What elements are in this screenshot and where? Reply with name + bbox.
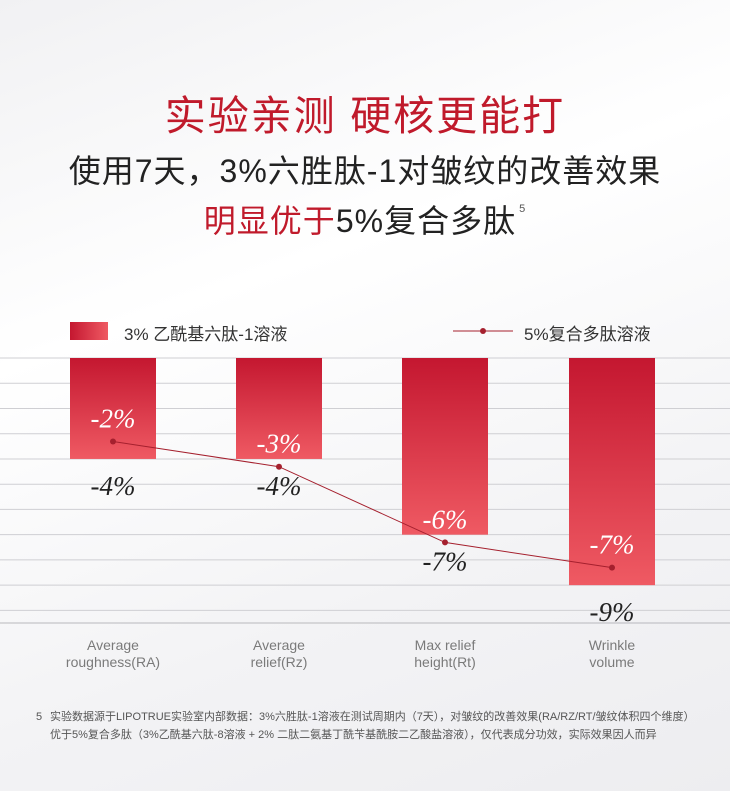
bar-value-label: -7% (423, 547, 468, 577)
line-value-label: -7% (590, 530, 635, 560)
bar (569, 358, 655, 586)
footnote-ref: 5 (519, 203, 527, 215)
line-point (110, 438, 116, 445)
bar-value-label: -4% (91, 471, 136, 501)
legend-bar-swatch (70, 322, 108, 340)
line-value-label: -2% (91, 403, 136, 433)
series-line (112, 440, 613, 569)
line-value-label: -6% (423, 504, 468, 534)
x-tick-label: Max relief height(Rt) (414, 637, 475, 670)
legend-line-label: 5%复合多肽溶液 (524, 325, 651, 344)
subtitle-highlight: 明显优于 (203, 203, 336, 239)
footnote-line2: 优于5%复合多肽（3%乙酰基六肽-8溶液 + 2% 二肽二氨基丁酰苄基酰胺二乙酸… (50, 729, 657, 741)
legend-bar-label: 3% 乙酰基六肽-1溶液 (124, 325, 288, 344)
bar-value-label: -9% (590, 597, 635, 627)
line-point (609, 564, 615, 571)
footnote-line1: 实验数据源于LIPOTRUE实验室内部数据：3%六胜肽-1溶液在测试周期内（7天… (50, 711, 695, 723)
legend-line-swatch (453, 328, 513, 334)
bar (236, 358, 322, 459)
page-title: 实验亲测 硬核更能打 (164, 93, 566, 139)
line-point (276, 463, 282, 470)
line-value-label: -3% (257, 429, 302, 459)
footnote: 5 实验数据源于LIPOTRUE实验室内部数据：3%六胜肽-1溶液在测试周期内（7… (36, 708, 716, 744)
bar-value-label: -4% (257, 471, 302, 501)
bar (402, 358, 488, 535)
subtitle-line2: 明显优于5%复合多肽 5 (0, 196, 730, 242)
x-tick-label: Average relief(Rz) (251, 637, 308, 670)
subtitle-line1: 使用7天，3%六胜肽-1对皱纹的改善效果 (68, 153, 662, 189)
x-tick-label: Wrinkle volume (589, 637, 636, 670)
x-tick-label: Average roughness(RA) (66, 637, 160, 670)
chart: -4% -4% -7% -9% -2% -3% -6% -7% Average roughness… (0, 357, 730, 670)
subtitle-rest: 5%复合多肽 (335, 203, 517, 239)
line-point (442, 539, 448, 546)
footnote-number: 5 (36, 711, 43, 723)
